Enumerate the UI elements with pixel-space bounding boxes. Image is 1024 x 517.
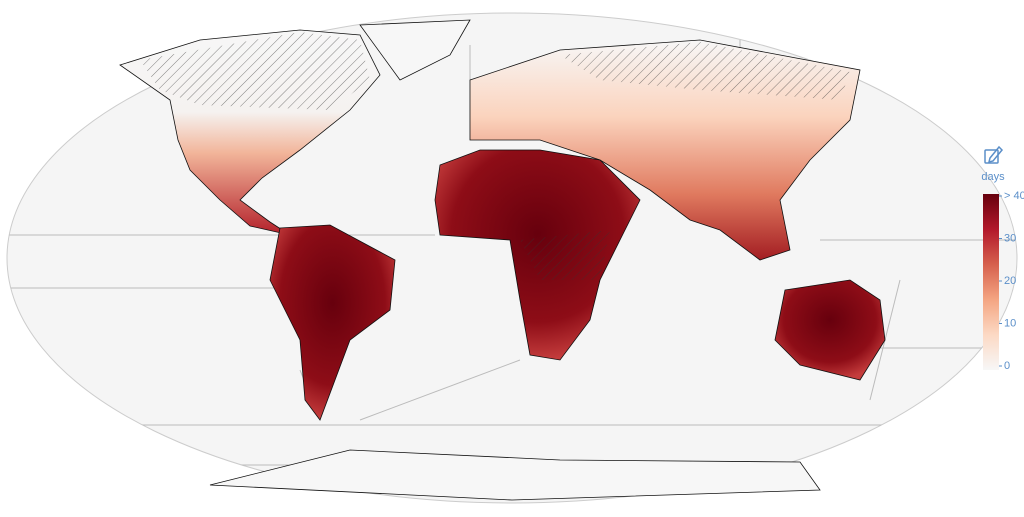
- edit-icon[interactable]: [984, 145, 1004, 164]
- hatch: [520, 230, 610, 280]
- tick-label: 0: [1004, 360, 1010, 372]
- tick-label: 20: [1004, 275, 1016, 287]
- legend-title: days: [981, 171, 1005, 183]
- tick-label: > 40: [1004, 190, 1024, 202]
- hatch: [560, 42, 850, 100]
- map: [6, 12, 1018, 504]
- legend: days 0 10 20 30 > 40: [981, 145, 1024, 372]
- antarctica: [209, 449, 821, 501]
- eurasia: [469, 39, 861, 261]
- australia: [774, 279, 886, 381]
- hatch: [140, 32, 370, 110]
- tick-label: 10: [1004, 317, 1016, 329]
- greenland: [359, 19, 471, 81]
- south-america: [269, 224, 396, 421]
- color-bar: [983, 194, 999, 370]
- tick-label: 30: [1004, 232, 1016, 244]
